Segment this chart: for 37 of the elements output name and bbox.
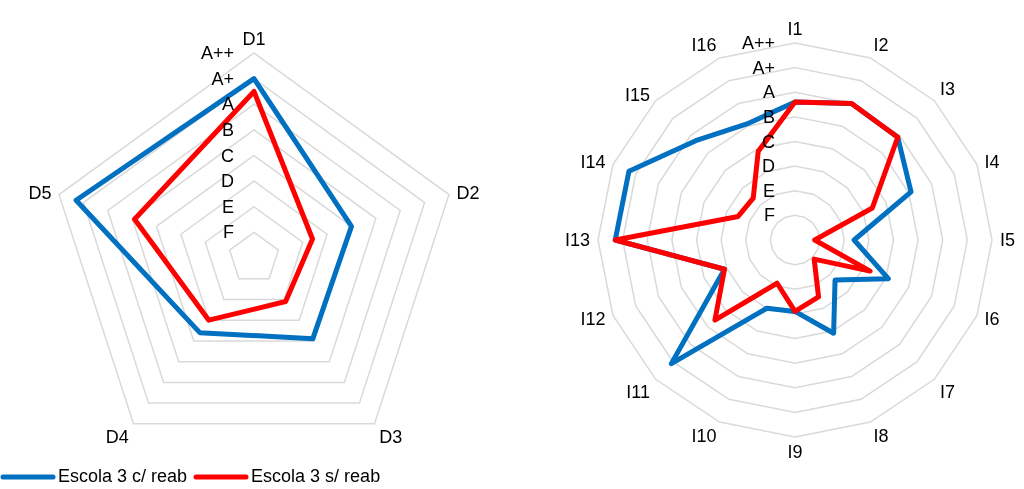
spoke-label: I7 bbox=[939, 381, 955, 402]
y-tick-label: A+ bbox=[752, 57, 775, 78]
y-tick-label: F bbox=[223, 222, 234, 243]
spoke-label: I6 bbox=[984, 308, 1000, 329]
spoke-label: I1 bbox=[787, 19, 803, 39]
y-tick-label: D bbox=[762, 156, 775, 177]
y-tick-label: E bbox=[221, 196, 234, 217]
y-tick-label: B bbox=[221, 119, 234, 140]
y-tick-label: A+ bbox=[211, 68, 234, 89]
spoke-label: D4 bbox=[105, 427, 129, 448]
legend-label: Escola 3 s/ reab bbox=[251, 466, 381, 487]
spoke-label: D5 bbox=[28, 182, 52, 203]
y-tick-label: A++ bbox=[200, 43, 234, 63]
spoke-label: D3 bbox=[379, 427, 403, 448]
y-tick-label: F bbox=[764, 205, 775, 226]
spoke-label: I12 bbox=[580, 308, 606, 329]
y-tick-label: A bbox=[762, 82, 775, 103]
spoke-label: I5 bbox=[1000, 230, 1016, 251]
spoke-label: I4 bbox=[984, 151, 1000, 172]
spoke-label: I9 bbox=[787, 441, 803, 462]
y-tick-label: D bbox=[221, 171, 234, 192]
y-tick-label: A++ bbox=[741, 33, 775, 53]
spoke-label: D2 bbox=[456, 182, 480, 203]
y-tick-label: C bbox=[221, 145, 234, 166]
spoke-label: I2 bbox=[873, 34, 889, 55]
spoke-label: I13 bbox=[564, 230, 590, 251]
spoke-label: I10 bbox=[691, 426, 717, 447]
legend-label: Escola 3 c/ reab bbox=[58, 466, 188, 487]
spoke-label: I15 bbox=[625, 85, 651, 106]
spoke-label: D1 bbox=[242, 29, 266, 49]
spoke-label: I14 bbox=[580, 151, 606, 172]
y-tick-label: A bbox=[221, 94, 234, 115]
spoke-label: I16 bbox=[691, 34, 717, 55]
spoke-label: I11 bbox=[626, 381, 651, 402]
spoke-label: I3 bbox=[939, 79, 955, 100]
y-tick-label: E bbox=[762, 180, 775, 201]
spoke-label: I8 bbox=[873, 426, 889, 447]
